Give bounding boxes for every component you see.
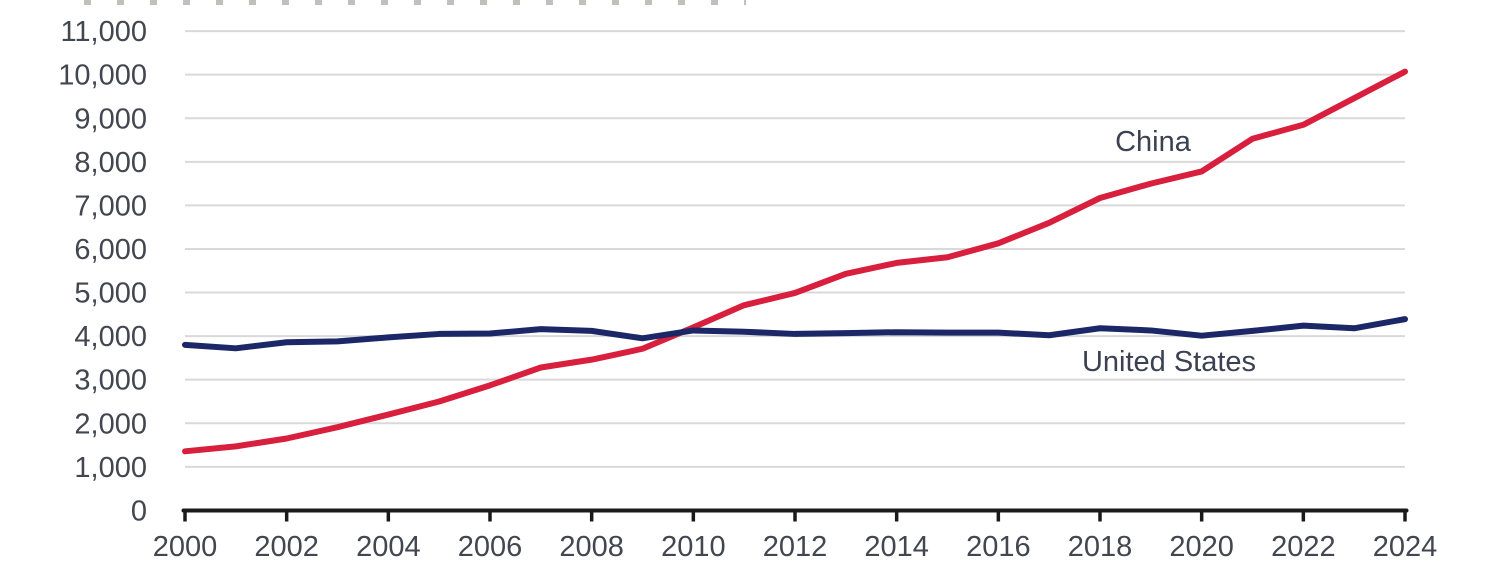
gridlines xyxy=(185,30,1405,468)
x-axis-tick-label: 2002 xyxy=(254,531,319,563)
y-axis-tick-label: 6,000 xyxy=(74,234,147,266)
y-axis-tick-label: 4,000 xyxy=(74,321,147,353)
y-axis-tick-label: 1,000 xyxy=(74,452,147,484)
x-axis-tick-label: 2008 xyxy=(559,531,624,563)
y-axis-tick-label: 9,000 xyxy=(74,103,147,135)
y-axis-labels: 0 1,000 2,000 3,000 4,000 5,000 6,000 7,000 8,00… xyxy=(58,16,147,527)
x-axis-tick-label: 2012 xyxy=(763,531,828,563)
china-line-series xyxy=(182,68,1408,455)
y-axis-tick-label: 11,000 xyxy=(60,16,147,48)
x-axis-labels: 2000 2002 2004 2006 2008 2010 2012 2014 2016 2018… xyxy=(153,531,1438,563)
x-axis-tick-label: 2000 xyxy=(153,531,218,563)
x-axis xyxy=(181,508,1409,522)
y-axis-tick-label: 0 xyxy=(131,495,147,527)
x-axis-tick-label: 2006 xyxy=(458,531,523,563)
x-axis-tick-label: 2010 xyxy=(661,531,726,563)
y-axis-tick-label: 3,000 xyxy=(74,365,147,397)
us-series-label: United States xyxy=(1082,346,1256,378)
us-line-series xyxy=(182,316,1408,352)
y-axis-tick-label: 8,000 xyxy=(74,147,147,179)
x-axis-tick-label: 2020 xyxy=(1169,531,1234,563)
china-series-label: China xyxy=(1115,126,1192,158)
x-axis-tick-label: 2024 xyxy=(1373,531,1438,563)
y-axis-tick-label: 7,000 xyxy=(74,190,147,222)
y-axis-tick-label: 5,000 xyxy=(74,278,147,310)
x-axis-tick-label: 2016 xyxy=(966,531,1031,563)
y-axis-tick-label: 10,000 xyxy=(58,60,147,92)
x-axis-tick-label: 2014 xyxy=(864,531,929,563)
x-axis-tick-label: 2018 xyxy=(1068,531,1133,563)
cropped-title-remnant xyxy=(84,0,746,5)
series-lines xyxy=(182,68,1408,455)
x-axis-tick-label: 2004 xyxy=(356,531,421,563)
x-axis-tick-label: 2022 xyxy=(1271,531,1336,563)
y-axis-tick-label: 2,000 xyxy=(74,408,147,440)
